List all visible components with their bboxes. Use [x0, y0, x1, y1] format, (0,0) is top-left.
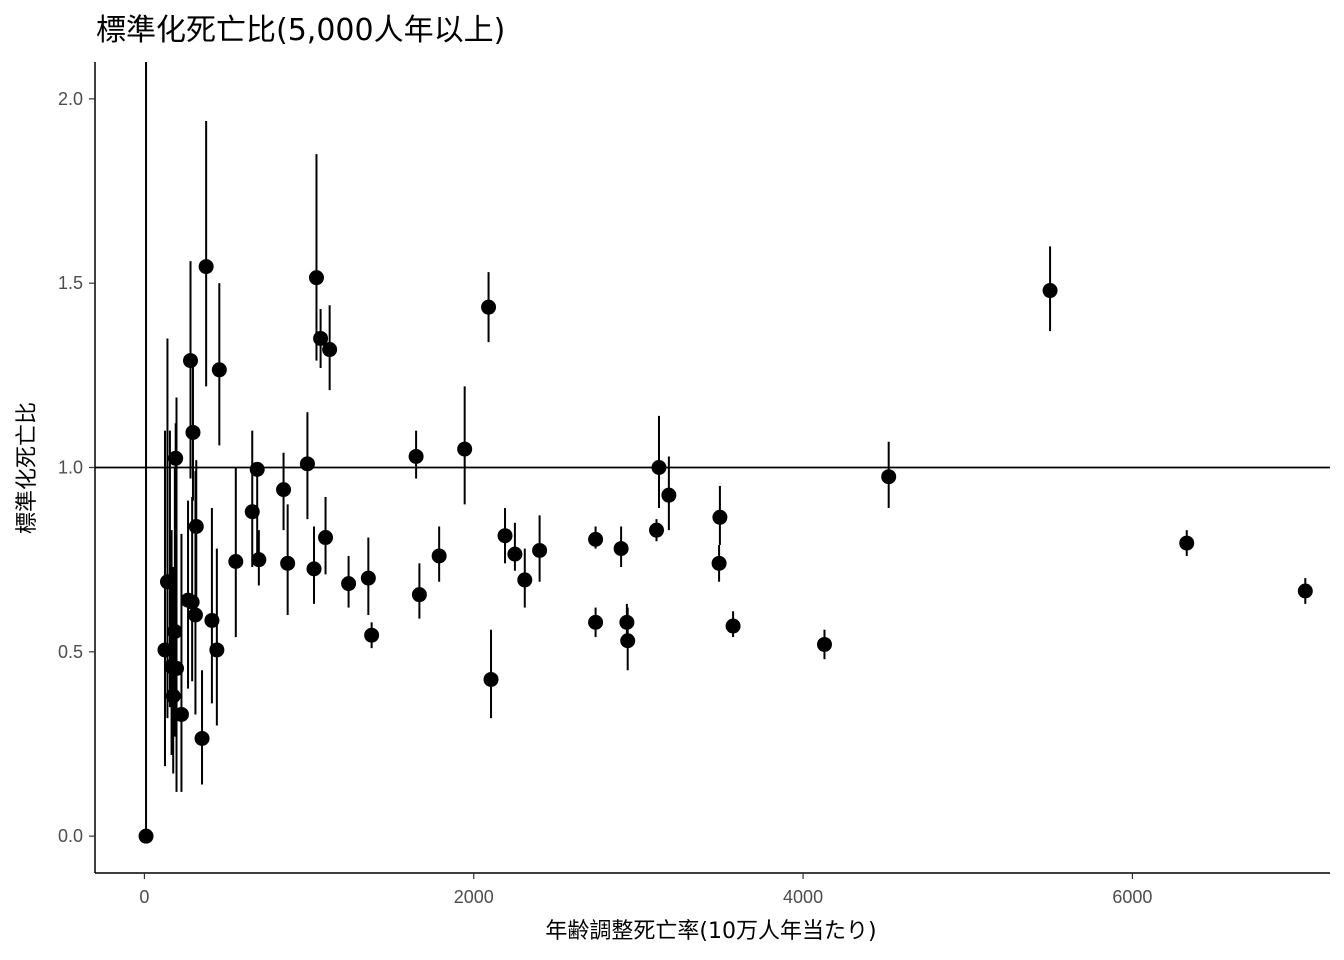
- data-point: [408, 448, 424, 464]
- y-ticks: 0.0 0.5 1.0 1.5 2.0: [58, 89, 95, 846]
- x-tick-label: 2000: [454, 887, 494, 907]
- data-point: [457, 441, 473, 457]
- data-point: [1179, 535, 1195, 551]
- data-point: [165, 688, 181, 704]
- x-tick-label: 6000: [1112, 887, 1152, 907]
- data-point: [168, 450, 184, 466]
- x-ticks: 0 2000 4000 6000: [139, 873, 1152, 907]
- data-point: [649, 522, 665, 538]
- data-points: [138, 259, 1313, 844]
- data-point: [411, 587, 427, 603]
- x-axis-label: 年齢調整死亡率(10万人年当たり): [545, 919, 876, 944]
- data-point: [244, 504, 260, 520]
- y-tick-label: 2.0: [58, 89, 83, 109]
- data-point: [341, 576, 357, 592]
- y-tick-label: 1.0: [58, 458, 83, 478]
- data-point: [507, 546, 523, 562]
- data-point: [620, 633, 636, 649]
- data-point: [613, 541, 629, 557]
- data-point: [169, 660, 185, 676]
- data-point: [185, 424, 201, 440]
- data-point: [187, 607, 203, 623]
- x-tick-label: 4000: [783, 887, 823, 907]
- data-point: [162, 574, 178, 590]
- data-point: [276, 482, 292, 498]
- data-point: [712, 509, 728, 525]
- chart-title: 標準化死亡比(5,000人年以上): [96, 13, 505, 48]
- data-point: [532, 542, 548, 558]
- data-point: [198, 259, 214, 275]
- data-point: [619, 614, 635, 630]
- data-point: [588, 531, 604, 547]
- data-point: [211, 362, 227, 378]
- data-point: [322, 342, 338, 358]
- data-point: [313, 330, 329, 346]
- data-point: [228, 554, 244, 570]
- y-tick-label: 1.5: [58, 273, 83, 293]
- data-point: [306, 561, 322, 577]
- data-point: [249, 461, 265, 477]
- data-point: [308, 270, 324, 286]
- data-point: [364, 627, 380, 643]
- data-point: [711, 555, 727, 571]
- error-bars: [145, 62, 1307, 837]
- data-point: [881, 469, 897, 485]
- data-point: [651, 460, 667, 475]
- data-point: [588, 614, 604, 630]
- data-point: [204, 612, 220, 628]
- data-point: [188, 518, 204, 534]
- data-point: [481, 299, 497, 315]
- y-tick-label: 0.5: [58, 642, 83, 662]
- data-point: [1042, 283, 1058, 299]
- y-tick-label: 0.0: [58, 826, 83, 846]
- data-point: [183, 353, 199, 369]
- data-point: [1297, 583, 1313, 599]
- data-point: [167, 624, 183, 640]
- x-tick-label: 0: [139, 887, 149, 907]
- data-point: [497, 528, 513, 544]
- data-point: [725, 618, 741, 634]
- y-axis-label: 標準化死亡比: [15, 402, 40, 534]
- data-point: [431, 548, 447, 564]
- data-point: [280, 555, 296, 571]
- data-point: [517, 572, 533, 588]
- data-point: [661, 487, 677, 503]
- data-point: [360, 570, 376, 586]
- data-point: [184, 594, 200, 610]
- data-point: [318, 530, 334, 546]
- data-point: [816, 636, 832, 652]
- data-point: [173, 706, 189, 722]
- data-point: [209, 642, 225, 658]
- data-point: [251, 552, 267, 568]
- data-point: [157, 642, 173, 658]
- data-point: [299, 456, 315, 472]
- data-point: [138, 828, 154, 844]
- data-point: [194, 730, 210, 746]
- data-point: [483, 671, 499, 687]
